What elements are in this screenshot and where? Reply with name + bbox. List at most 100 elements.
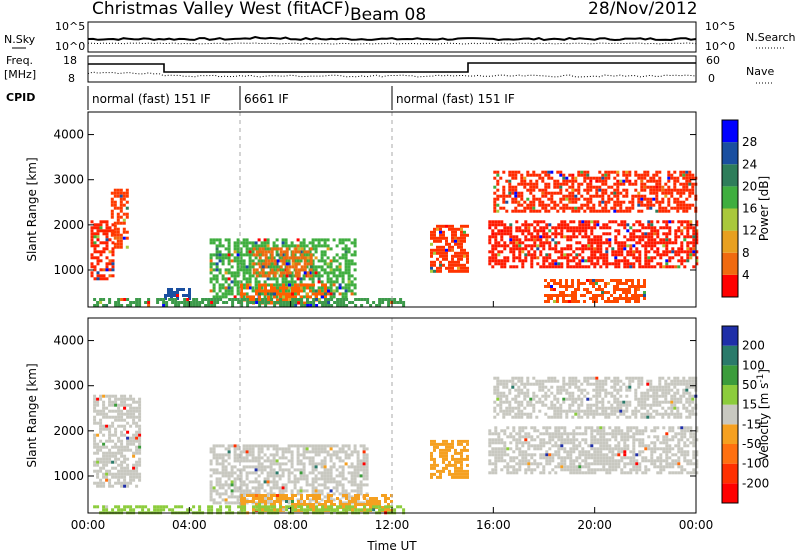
colorbar-swatch <box>722 326 738 346</box>
heatmap-region-0 <box>90 220 115 281</box>
colorbar-tick-label: 12 <box>742 224 757 238</box>
heatmap-region-0 <box>93 394 142 488</box>
colorbar-tick-label: -100 <box>742 457 769 471</box>
colorbar-swatch <box>722 463 738 484</box>
colorbar-tick-label: 15 <box>742 398 757 412</box>
colorbar-label-superscript: -1 <box>756 374 766 383</box>
nave-tick-top: 60 <box>706 54 720 67</box>
colorbar-swatch <box>722 424 738 444</box>
colorbar-swatch <box>722 142 738 165</box>
x-tick-label: 00:00 <box>71 518 106 532</box>
heatmap-region-4 <box>488 426 699 475</box>
colorbar-swatch <box>722 164 738 187</box>
colorbar-tick-label: 20 <box>742 179 757 193</box>
cpid-segment-0: normal (fast) 151 IF <box>92 92 211 106</box>
nsky-tick-bottom: 10^0 <box>55 40 85 53</box>
y-tick-label: 1000 <box>53 263 84 277</box>
colorbar-swatch <box>722 365 738 385</box>
colorbar-swatch <box>722 230 738 253</box>
colorbar-label: Power [dB] <box>757 176 771 241</box>
radar-title: Christmas Valley West (fitACF) <box>92 0 350 19</box>
power-panel: 1000 2000 3000 4000 Slant Range [km] 4 8 12 16 20… <box>25 111 771 308</box>
colorbar-swatch <box>722 404 738 425</box>
colorbar: 4 8 12 16 20 24 28 Power [dB] <box>721 119 771 298</box>
heatmap-region-1 <box>110 188 129 249</box>
colorbar-swatch <box>722 274 738 297</box>
colorbar-tick-label: 16 <box>742 202 757 216</box>
freq-panel: Freq. [MHz] 18 8 60 0 Nave <box>4 54 774 85</box>
velocity-panel: 1000 2000 3000 4000 00:00 04:00 08:00 12:00 16:0… <box>25 317 771 532</box>
colorbar-tick-label: 200 <box>742 339 765 353</box>
freq-series <box>88 62 696 73</box>
freq-label: Freq. <box>6 54 33 67</box>
freq-unit: [MHz] <box>4 68 36 81</box>
colorbar-tick-label: -50 <box>742 437 762 451</box>
colorbar-swatch <box>722 186 738 209</box>
y-tick-label: 4000 <box>53 334 84 348</box>
heatmap-region-2 <box>164 288 191 300</box>
nsearch-series <box>87 42 697 45</box>
heatmap-region-1 <box>209 444 369 505</box>
colorbar-tick-label: 4 <box>742 268 750 282</box>
colorbar-tick-label: -15 <box>742 417 762 431</box>
y-axis-label: Slant Range [km] <box>25 157 39 261</box>
colorbar-frame <box>721 325 739 504</box>
nsky-panel: N.Sky 10^5 10^0 10^5 10^0 N.Search <box>4 20 796 53</box>
y-tick-label: 1000 <box>53 469 84 483</box>
date-label: 28/Nov/2012 <box>588 0 698 19</box>
y-tick-label: 3000 <box>53 379 84 393</box>
colorbar-tick-label: 24 <box>742 157 757 171</box>
colorbar-frame <box>721 119 739 298</box>
y-tick-label: 2000 <box>53 218 84 232</box>
colorbar-tick-label: -200 <box>742 476 769 490</box>
nave-tick-bottom: 0 <box>708 72 715 85</box>
nsky-tick-top: 10^5 <box>55 20 85 33</box>
y-tick-label: 3000 <box>53 173 84 187</box>
colorbar-tick-label: 28 <box>742 135 757 149</box>
x-tick-label: 08:00 <box>273 518 308 532</box>
heatmap-region-8 <box>488 220 699 269</box>
freq-tick-top: 18 <box>63 54 77 67</box>
colorbar-tick-label: 100 <box>742 358 765 372</box>
heatmap-region-3 <box>430 439 469 479</box>
x-tick-label: 04:00 <box>172 518 207 532</box>
heatmap-region-7 <box>430 224 469 273</box>
x-axis-label: Time UT <box>366 539 417 553</box>
colorbar-swatch <box>722 208 738 231</box>
y-tick-label: 2000 <box>53 424 84 438</box>
freq-tick-bottom: 8 <box>68 72 75 85</box>
x-tick-label: 20:00 <box>577 518 612 532</box>
cpid-segment-2: normal (fast) 151 IF <box>396 92 515 106</box>
beam-label: Beam 08 <box>350 5 426 25</box>
colorbar-swatch <box>722 120 738 143</box>
cpid-row: CPID normal (fast) 151 IF 6661 IF normal (… <box>6 86 515 110</box>
colorbar-tick-label: 50 <box>742 378 757 392</box>
nsky-label: N.Sky <box>4 33 36 46</box>
heatmap-region-10 <box>544 279 646 303</box>
colorbar-tick-label: 8 <box>742 246 750 260</box>
nsky-series <box>87 35 697 42</box>
nsearch-tick-bottom: 10^0 <box>705 40 735 53</box>
y-axis-label: Slant Range [km] <box>25 363 39 467</box>
colorbar-label: Velocity [m s-1] <box>756 369 771 460</box>
heatmap-region-5 <box>493 376 698 419</box>
x-tick-label: 12:00 <box>375 518 410 532</box>
x-tick-label: 16:00 <box>476 518 511 532</box>
colorbar-swatch <box>722 252 738 275</box>
colorbar: 200 100 50 15 -15 -50 -100 -200 Velocity [m s-1] <box>721 325 771 504</box>
cpid-label: CPID <box>6 91 35 104</box>
colorbar-label-end: ] <box>757 369 771 374</box>
nsearch-label: N.Search <box>746 31 796 44</box>
heatmap-region-5 <box>252 247 313 278</box>
colorbar-swatch <box>722 444 738 464</box>
x-tick-label: 00:00 <box>679 518 714 532</box>
heatmap-region-6 <box>93 298 406 307</box>
colorbar-swatch <box>722 345 738 366</box>
nsearch-tick-top: 10^5 <box>705 20 735 33</box>
colorbar-swatch <box>722 385 738 405</box>
colorbar-swatch <box>722 483 738 503</box>
nave-series <box>87 71 697 78</box>
heatmap-region-9 <box>493 170 698 213</box>
nave-label: Nave <box>746 65 774 78</box>
cpid-segment-1: 6661 IF <box>244 92 289 106</box>
